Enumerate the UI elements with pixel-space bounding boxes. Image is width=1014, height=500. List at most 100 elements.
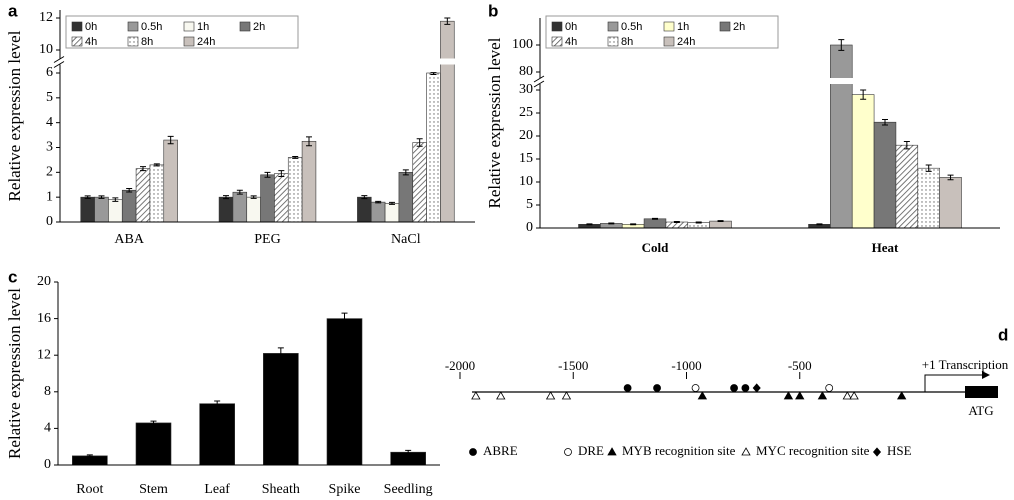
y-tick-label: 10 xyxy=(519,174,533,189)
error-bar xyxy=(223,195,229,200)
bar xyxy=(873,121,897,229)
legend-label: DRE xyxy=(578,443,604,458)
error-bar xyxy=(84,195,91,199)
legend-label: 0h xyxy=(565,21,577,33)
bar xyxy=(274,173,289,223)
legend-label: ABRE xyxy=(483,443,518,458)
panel-label: c xyxy=(8,267,17,286)
x-tick-label: PEG xyxy=(254,232,280,247)
error-bar xyxy=(341,312,348,325)
y-tick-label: 3 xyxy=(46,140,53,155)
site-marker xyxy=(795,391,805,400)
tick-label: -1500 xyxy=(558,358,588,373)
legend-box xyxy=(65,15,299,49)
bar xyxy=(149,164,165,223)
y-tick-label: 15 xyxy=(519,151,533,166)
legend-label: 4h xyxy=(85,36,97,48)
error-bar xyxy=(630,223,637,226)
y-tick-label: 0 xyxy=(44,457,51,472)
legend-label: 2h xyxy=(253,21,265,33)
atg-label: ATG xyxy=(968,403,993,418)
legend-swatch xyxy=(71,36,83,47)
x-tick-label: Cold xyxy=(642,240,670,255)
x-tick-label: ABA xyxy=(114,232,144,247)
tss-arrowhead xyxy=(982,371,990,379)
error-bar xyxy=(416,138,423,147)
legend-label: 1h xyxy=(677,21,689,33)
legend-swatch xyxy=(127,21,139,32)
y-tick-label: 20 xyxy=(37,274,51,289)
site-marker xyxy=(730,384,738,392)
bar xyxy=(426,72,441,223)
legend-swatch xyxy=(607,36,619,47)
x-tick-label: Seedling xyxy=(384,482,433,497)
error-bar xyxy=(947,174,954,181)
y-tick-label: 25 xyxy=(519,105,533,120)
y-tick-label: 12 xyxy=(37,347,51,362)
bar xyxy=(108,199,123,223)
site-marker xyxy=(752,383,761,393)
y-tick-label: 2 xyxy=(46,165,53,180)
error-bar xyxy=(277,347,284,360)
error-bar xyxy=(925,164,932,172)
site-marker xyxy=(623,384,632,392)
bar xyxy=(163,139,178,223)
legend-label: 1h xyxy=(197,21,209,33)
site-marker xyxy=(469,448,477,456)
bar xyxy=(412,142,427,223)
site-marker xyxy=(842,391,853,400)
tss-arrow xyxy=(924,374,982,392)
y-tick-label: 100 xyxy=(512,37,533,52)
bar xyxy=(643,218,667,229)
error-bar xyxy=(214,400,221,407)
bar xyxy=(260,174,275,223)
legend-label: 8h xyxy=(621,36,633,48)
error-bar xyxy=(903,141,910,150)
bar xyxy=(370,201,386,223)
error-bar xyxy=(150,420,157,426)
error-bar xyxy=(98,195,105,199)
y-tick-label: 0 xyxy=(46,214,53,229)
legend-swatch xyxy=(551,21,563,32)
tick-label: -2000 xyxy=(445,358,475,373)
error-bar xyxy=(389,201,395,205)
x-tick-label: Root xyxy=(76,482,103,497)
error-bar xyxy=(250,195,257,199)
x-tick-label: Spike xyxy=(329,482,361,497)
bar xyxy=(301,140,317,223)
error-bar xyxy=(816,223,823,226)
legend-label: MYB recognition site xyxy=(622,443,736,458)
legend-swatch xyxy=(183,21,195,32)
panel-label: d xyxy=(998,325,1008,344)
error-bar xyxy=(140,166,146,172)
panel-label: b xyxy=(488,1,498,20)
error-bar xyxy=(153,163,160,167)
legend-label: HSE xyxy=(887,443,912,458)
bar xyxy=(851,94,875,229)
site-marker xyxy=(691,384,700,392)
atg-box xyxy=(965,386,998,398)
y-tick-label: 12 xyxy=(39,10,53,25)
y-tick-label: 4 xyxy=(46,115,53,130)
y-axis-label: Relative expression level xyxy=(5,288,24,459)
bar xyxy=(263,353,299,466)
bar xyxy=(246,196,261,223)
error-bar xyxy=(278,170,285,178)
error-bar xyxy=(236,189,243,195)
error-bar xyxy=(167,135,174,145)
bar xyxy=(384,203,400,223)
legend-label: 24h xyxy=(677,36,695,48)
legend-label: 8h xyxy=(141,36,153,48)
y-tick-label: 0 xyxy=(526,220,533,235)
site-marker xyxy=(817,391,828,400)
error-bar xyxy=(112,197,119,202)
y-tick-label: 10 xyxy=(39,42,53,57)
x-tick-label: Heat xyxy=(872,240,899,255)
y-tick-label: 6 xyxy=(46,65,53,80)
legend-swatch xyxy=(127,36,139,47)
y-tick-label: 4 xyxy=(44,421,51,436)
y-axis-label: Relative expression level xyxy=(5,30,24,201)
bar xyxy=(232,191,248,223)
y-tick-label: 80 xyxy=(519,64,533,79)
